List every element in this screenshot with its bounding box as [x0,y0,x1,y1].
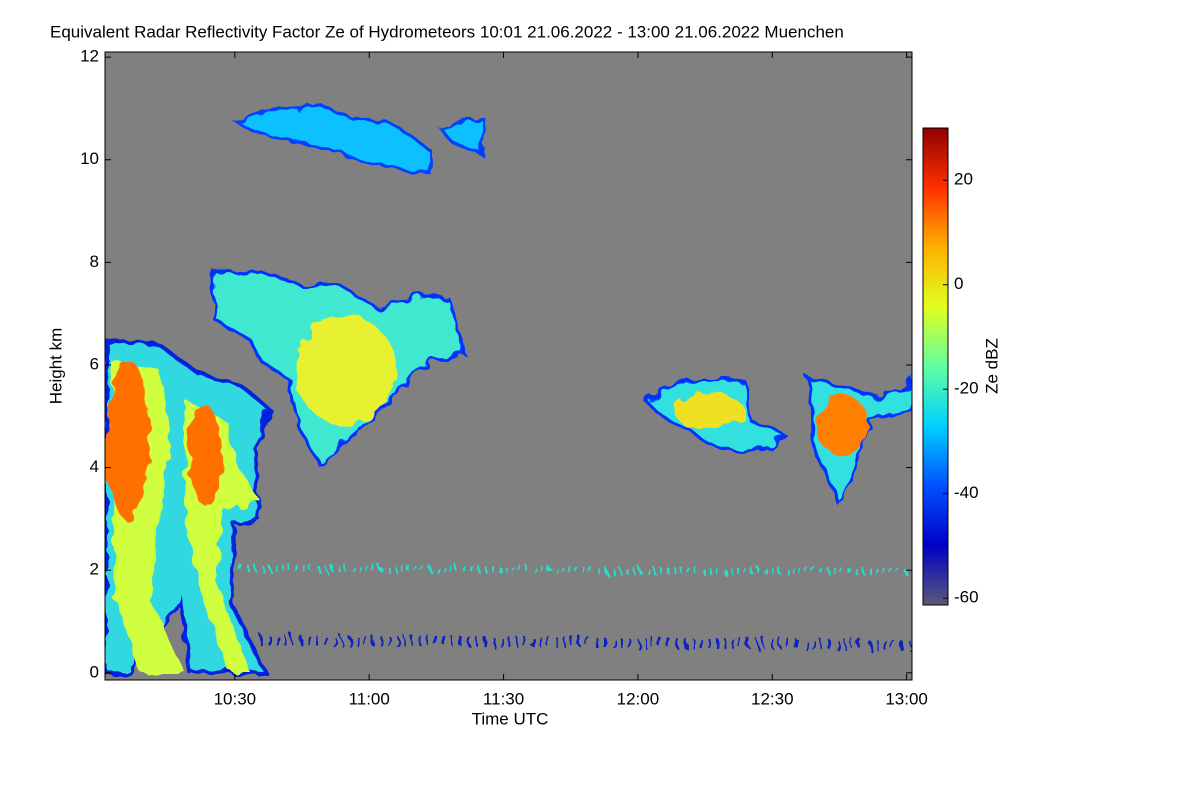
plot-frame [104,51,913,681]
colorbar-tick-label: -20 [954,379,979,398]
chart-title: Equivalent Radar Reflectivity Factor Ze … [50,22,844,41]
colorbar-tick-label: -40 [954,483,979,502]
colorbar-tick-label: 0 [954,274,963,293]
y-tick-label: 6 [90,354,99,373]
colorbar [922,127,949,606]
colorbar-label: Ze dBZ [982,338,1001,394]
echo [239,565,912,575]
x-tick-label: 13:00 [885,689,928,708]
x-tick-label: 11:30 [483,689,524,708]
x-tick-label: 12:30 [751,689,794,708]
echo [437,116,487,158]
echo [675,394,745,430]
echo [231,102,434,177]
echo [295,315,395,425]
echo [816,395,868,455]
echoes [105,102,912,674]
x-axis-label: Time UTC [472,709,549,728]
colorbar-tick-label: 20 [954,170,973,189]
y-tick-label: 10 [80,149,99,168]
echo [189,405,221,505]
echo [106,360,150,520]
plot-area [105,52,912,680]
y-tick-label: 4 [90,457,99,476]
colorbar-tick-label: -60 [954,588,979,607]
y-tick-label: 12 [80,47,99,66]
x-tick-label: 10:30 [214,689,257,708]
x-tick-label: 11:00 [349,689,390,708]
x-tick-label: 12:00 [617,689,660,708]
y-tick-label: 2 [90,560,99,579]
y-axis-label: Height km [46,328,65,405]
y-tick-label: 0 [90,662,99,681]
y-tick-label: 8 [90,252,99,271]
